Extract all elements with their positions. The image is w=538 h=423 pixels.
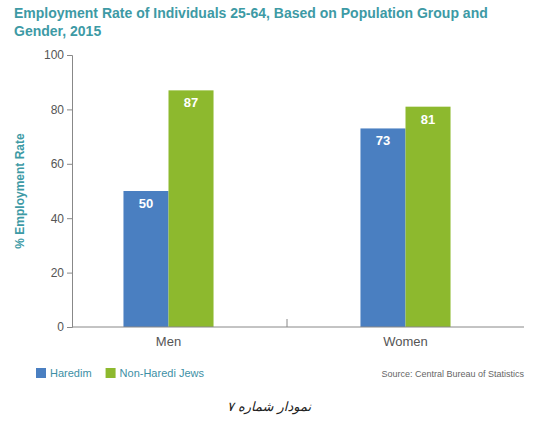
y-tick-label: 40 [51,212,65,226]
chart: Employment Rate of Individuals 25-64, Ba… [0,0,538,423]
y-tick: 40 [51,212,72,226]
x-separator [287,319,288,327]
legend-swatch [106,368,116,378]
data-label: 87 [184,95,198,110]
data-label: 81 [421,112,435,127]
data-label: 50 [139,196,153,211]
source: Source: Central Bureau of Statistics [381,369,524,379]
y-tick-mark [67,273,72,274]
data-label: 73 [376,133,390,148]
x-tick-label: Women [383,334,428,349]
x-tick-label: Men [156,334,181,349]
bar [360,128,405,327]
legend: Haredim Non-Haredi Jews [36,367,204,379]
y-tick: 100 [44,48,72,62]
x-axis-line [72,327,524,328]
x-tick: Women [383,334,428,349]
y-tick-label: 60 [51,157,65,171]
bar [169,90,214,327]
y-tick-mark [67,109,72,110]
legend-label: Non-Haredi Jews [120,367,205,379]
y-axis-line [67,56,73,328]
y-axis-title: % Employment Rate [13,133,27,249]
y-tick-mark [67,327,72,328]
y-tick: 60 [51,157,72,171]
x-tick: Men [156,334,181,349]
y-axis: 0 20 40 60 80 100 [44,48,73,334]
y-tick: 0 [57,320,72,334]
x-axis: Men Women [156,334,428,349]
legend-label: Haredim [50,367,92,379]
y-tick-label: 0 [57,320,64,334]
y-tick-label: 100 [44,48,64,62]
caption: نمودار شماره ۷ [227,399,312,415]
y-tick: 80 [51,103,72,117]
data-labels: 50 73 87 81 [139,95,435,211]
y-tick-label: 20 [51,266,65,280]
legend-swatch [36,368,46,378]
y-tick-label: 80 [51,103,65,117]
bar [123,191,168,327]
y-tick: 20 [51,266,72,280]
bars [123,90,450,327]
title: Employment Rate of Individuals 25-64, Ba… [14,5,488,39]
y-tick-mark [67,55,72,56]
y-tick-mark [67,218,72,219]
y-tick-mark [67,164,72,165]
bar [406,107,451,327]
